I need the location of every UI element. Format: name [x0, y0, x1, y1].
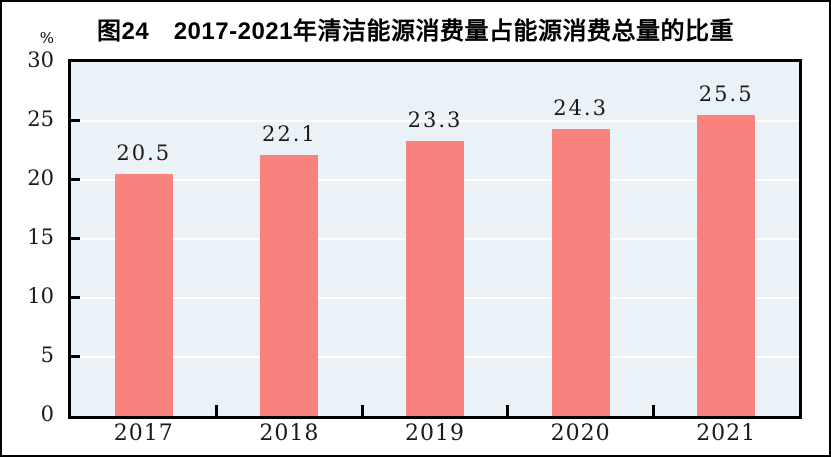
bar: [406, 141, 464, 416]
bar-value-label: 25.5: [698, 82, 754, 107]
x-tick-label: 2018: [259, 421, 320, 446]
y-axis-tick: [71, 296, 80, 299]
y-tick-label: 30: [27, 48, 54, 72]
bar-value-label: 22.1: [262, 122, 317, 147]
plot-area: 20.5 22.1 23.3 24.3 25.5: [68, 59, 802, 419]
y-tick-label: 10: [27, 284, 54, 308]
gridline: [71, 120, 799, 122]
y-tick-label: 25: [27, 107, 54, 131]
x-tick-label: 2020: [550, 421, 611, 446]
x-axis-tick: [215, 405, 219, 416]
x-axis-tick: [506, 405, 510, 416]
chart-title: 图24 2017-2021年清洁能源消费量占能源消费总量的比重: [97, 18, 734, 45]
y-tick-label: 0: [40, 402, 54, 426]
bar: [260, 155, 319, 416]
x-tick-label: 2019: [405, 421, 465, 446]
y-axis-tick: [71, 237, 80, 240]
bar-value-label: 20.5: [116, 141, 172, 166]
y-axis-tick: [71, 119, 80, 122]
x-tick-label: 2017: [113, 421, 174, 446]
y-tick-label: 20: [27, 166, 54, 190]
y-tick-label: 15: [27, 225, 54, 249]
bar-value-label: 24.3: [553, 96, 608, 121]
bar: [114, 174, 173, 416]
x-tick-label: 2021: [696, 421, 757, 446]
y-axis-unit-label: %: [39, 29, 54, 47]
y-tick-label: 5: [40, 343, 54, 367]
x-axis-tick: [651, 405, 655, 416]
y-axis-tick: [71, 355, 80, 358]
x-axis-tick: [360, 405, 364, 416]
bar: [551, 129, 610, 416]
bar: [697, 115, 756, 416]
bar-value-label: 23.3: [407, 108, 463, 133]
y-axis-tick: [71, 178, 80, 181]
